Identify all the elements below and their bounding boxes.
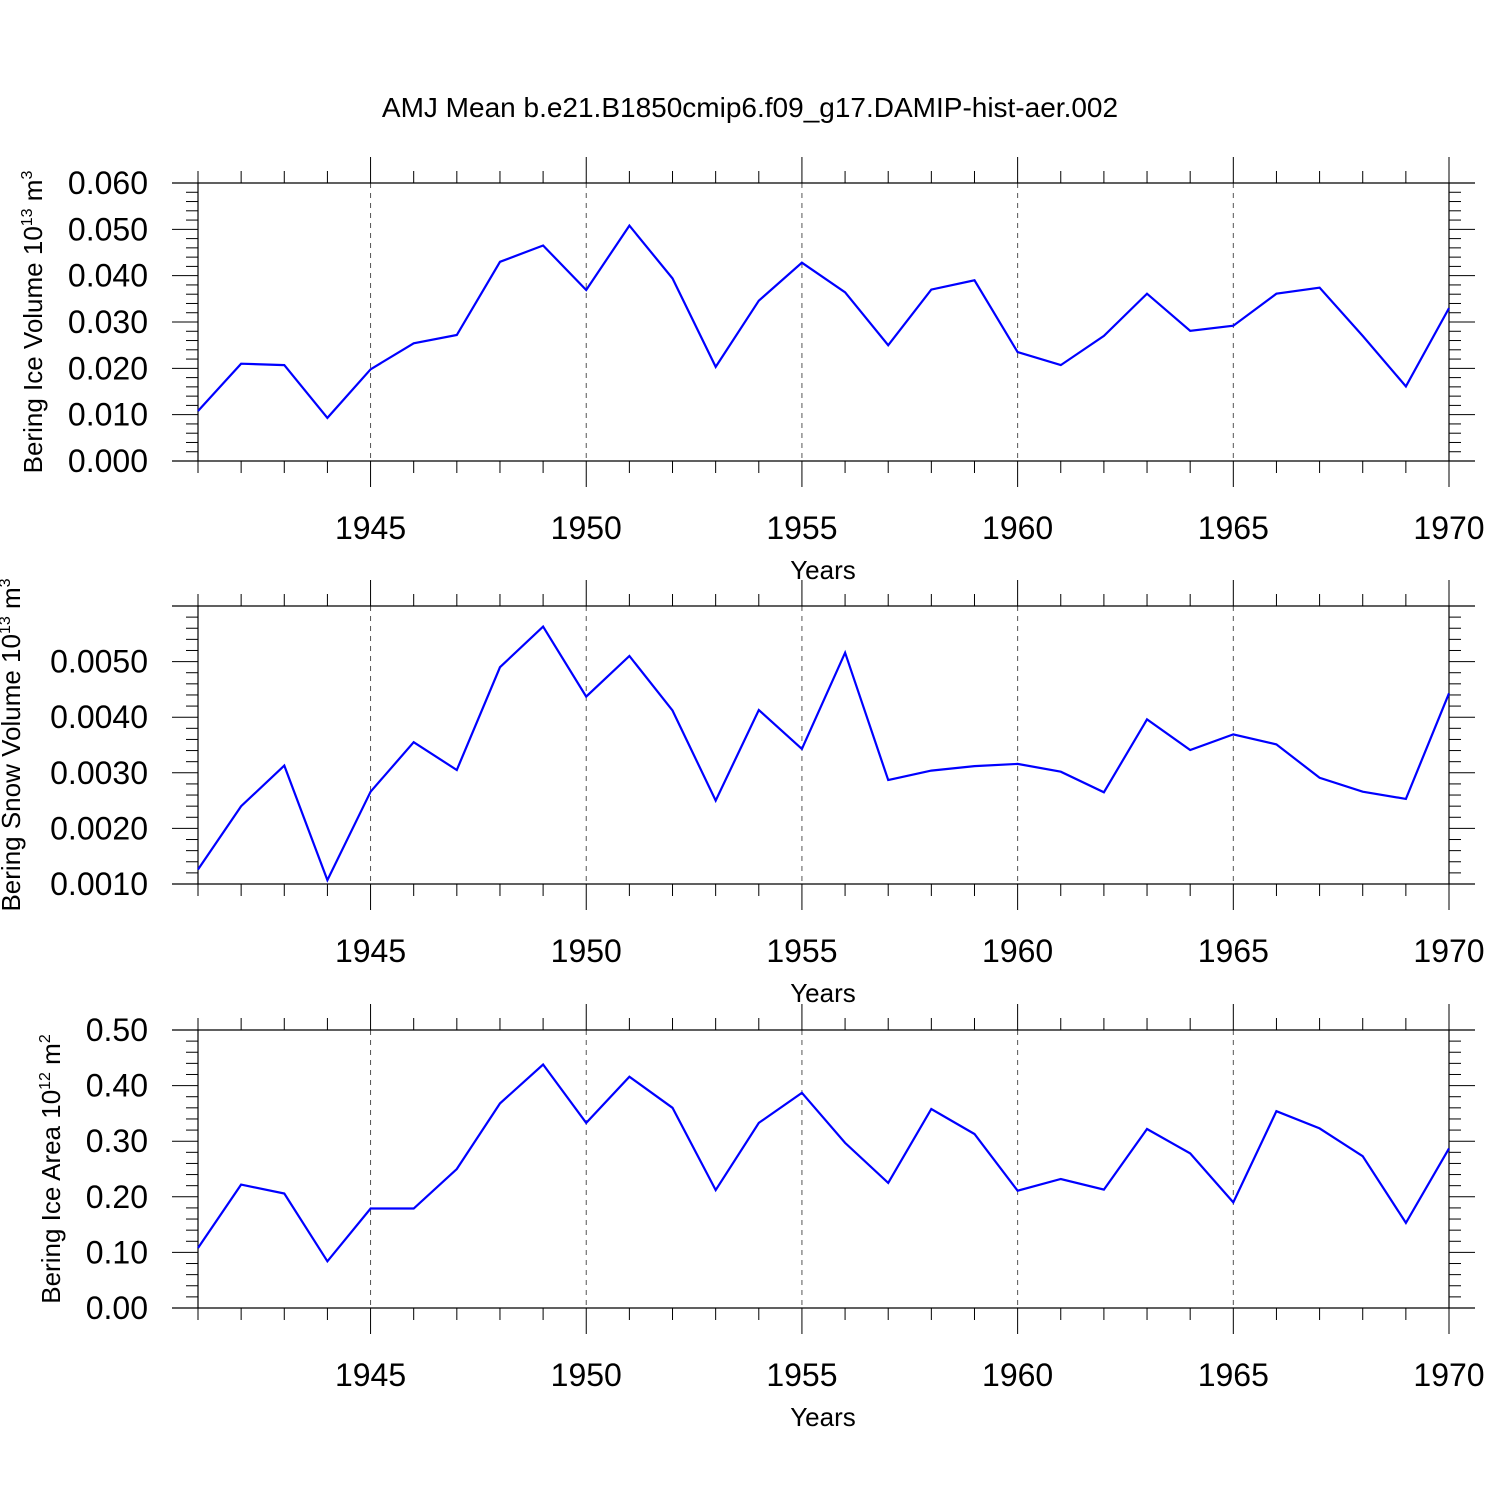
panel-2-y-axis-label: Bering Snow Volume 1013 m3 <box>0 578 26 911</box>
panel-3-xtick-label: 1950 <box>551 1357 622 1393</box>
panel-2-ytick-label: 0.0050 <box>50 644 148 680</box>
panel-3-ytick-label: 0.10 <box>86 1234 148 1270</box>
panel-2-ytick-label: 0.0010 <box>50 866 148 902</box>
panel-1-xtick-label: 1965 <box>1198 510 1269 546</box>
panel-3-ytick-label: 0.40 <box>86 1068 148 1104</box>
panel-3-ytick-label: 0.30 <box>86 1123 148 1159</box>
panel-2-ytick-label: 0.0030 <box>50 755 148 791</box>
panel-2-xtick-label: 1970 <box>1413 933 1484 969</box>
panel-1-series-line <box>197 223 1450 420</box>
panel-3-xtick-label: 1965 <box>1198 1357 1269 1393</box>
panel-2-x-axis-label: Years <box>790 978 856 1008</box>
panel-2-xtick-label: 1955 <box>766 933 837 969</box>
panel-1-ytick-label: 0.050 <box>68 211 148 247</box>
panel-2-xtick-label: 1945 <box>335 933 406 969</box>
panel-3-xtick-label: 1960 <box>982 1357 1053 1393</box>
panel-3-ytick-label: 0.20 <box>86 1179 148 1215</box>
panel-3-series-line <box>197 1062 1450 1264</box>
panel-1-xtick-label: 1970 <box>1413 510 1484 546</box>
panel-1-xtick-label: 1955 <box>766 510 837 546</box>
panel-1-y-axis-label: Bering Ice Volume 1013 m3 <box>18 171 48 474</box>
panel-1-ytick-label: 0.040 <box>68 258 148 294</box>
panel-1-x-axis-label: Years <box>790 555 856 585</box>
chart-title: AMJ Mean b.e21.B1850cmip6.f09_g17.DAMIP-… <box>382 92 1118 123</box>
panel-2-xtick-label: 1965 <box>1198 933 1269 969</box>
panel-1-xtick-label: 1945 <box>335 510 406 546</box>
panel-1-xtick-label: 1960 <box>982 510 1053 546</box>
panel-3-xtick-label: 1945 <box>335 1357 406 1393</box>
panel-3-ytick-label: 0.50 <box>86 1012 148 1048</box>
panel-1-ytick-label: 0.060 <box>68 165 148 201</box>
panel-3-ytick-label: 0.00 <box>86 1290 148 1326</box>
panel-3-xtick-label: 1955 <box>766 1357 837 1393</box>
panel-1-ytick-label: 0.000 <box>68 443 148 479</box>
panel-1-xtick-label: 1950 <box>551 510 622 546</box>
panel-2-series-line <box>197 624 1451 883</box>
panel-3-xtick-label: 1970 <box>1413 1357 1484 1393</box>
panel-3-x-axis-label: Years <box>790 1402 856 1432</box>
panel-2-ytick-label: 0.0020 <box>50 810 148 846</box>
panel-3-y-axis-label: Bering Ice Area 1012 m2 <box>36 1034 66 1304</box>
panel-1-ytick-label: 0.010 <box>68 397 148 433</box>
panel-2-xtick-label: 1960 <box>982 933 1053 969</box>
panel-2-xtick-label: 1950 <box>551 933 622 969</box>
panel-2-ytick-label: 0.0040 <box>50 699 148 735</box>
panel-1-ytick-label: 0.030 <box>68 304 148 340</box>
panel-1-ytick-label: 0.020 <box>68 350 148 386</box>
